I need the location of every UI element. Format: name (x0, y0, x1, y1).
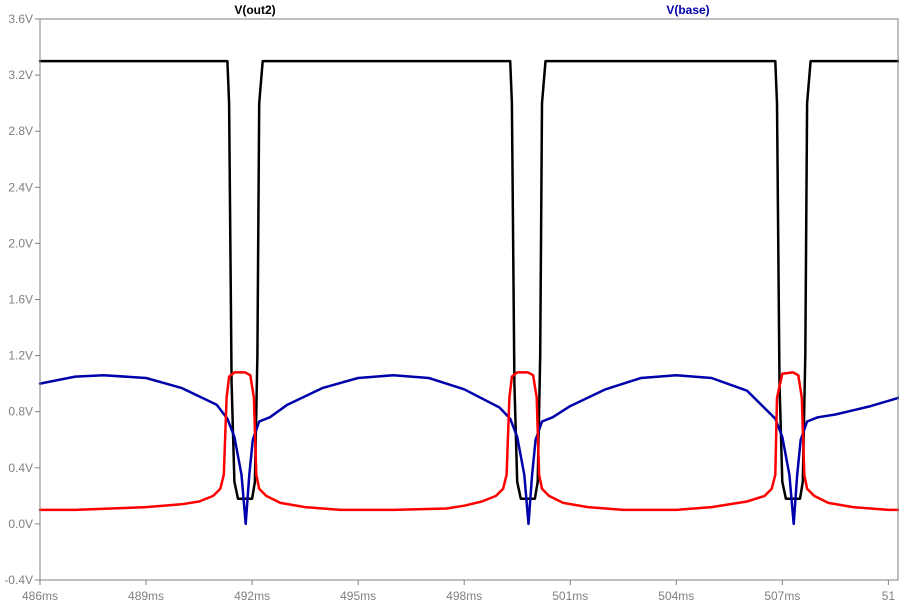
series-layer (38, 59, 899, 526)
y-tick-label: 1.2V (8, 349, 33, 363)
y-tick-label: 2.0V (8, 236, 33, 250)
y-tick-label: 0.4V (8, 461, 33, 475)
y-tick-label: 0.8V (8, 405, 33, 419)
y-tick-label: 3.2V (8, 68, 33, 82)
y-tick-label: 2.4V (8, 180, 33, 194)
series-line-v-base (38, 373, 899, 526)
legend-label-background (658, 1, 718, 18)
y-tick-label: 2.8V (8, 124, 33, 138)
x-tick-label: 507ms (764, 589, 800, 603)
x-tick-label: 501ms (552, 589, 588, 603)
legend-label-background (225, 1, 285, 18)
y-tick-label: -0.4V (4, 573, 33, 587)
x-tick-label: 489ms (128, 589, 164, 603)
legend-layer: V(out2) V(base) (225, 1, 718, 18)
legend-label: V(base) (666, 3, 709, 17)
y-tick-label: 0.0V (8, 517, 33, 531)
series-line-unlabeled (38, 371, 899, 512)
x-tick-label: 498ms (446, 589, 482, 603)
x-tick-label: 486ms (22, 589, 58, 603)
x-tick-label: 51 (882, 589, 896, 603)
y-tick-label: 3.6V (8, 12, 33, 26)
legend-label: V(out2) (234, 3, 275, 17)
x-tick-label: 495ms (340, 589, 376, 603)
tick-layer: -0.4V 0.0V 0.4V 0.8V 1.2V 1.6V 2.0V 2.4V 2.8V 3.2… (4, 12, 895, 603)
y-tick-label: 1.6V (8, 293, 33, 307)
x-tick-label: 492ms (234, 589, 270, 603)
x-tick-label: 504ms (658, 589, 694, 603)
